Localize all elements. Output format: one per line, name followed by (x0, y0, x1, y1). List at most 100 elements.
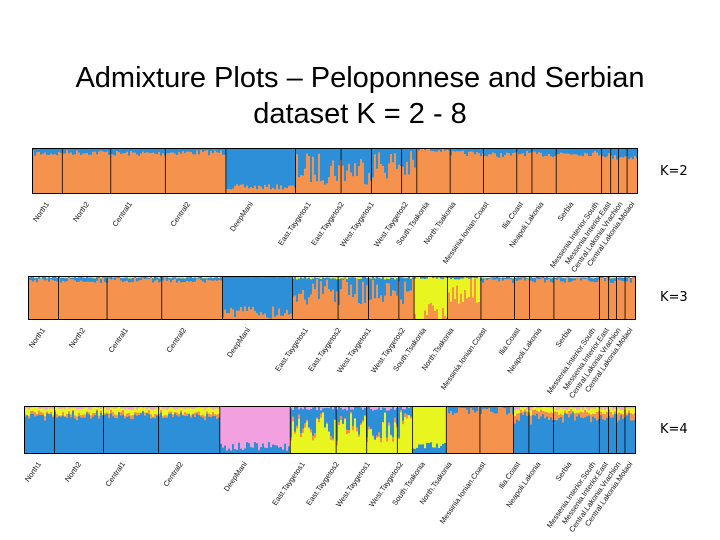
ancestry-bar-segment (258, 185, 261, 194)
ancestry-bar-segment (60, 278, 63, 283)
ancestry-bar-segment (336, 409, 339, 441)
ancestry-bar-segment (230, 148, 233, 190)
ancestry-bar-segment (410, 418, 413, 454)
ancestry-bar-segment (196, 150, 199, 194)
ancestry-bar-segment (332, 406, 335, 410)
ancestry-bar-segment (140, 407, 143, 413)
ancestry-bar-segment (202, 407, 205, 415)
ancestry-bar-segment (480, 156, 483, 194)
ancestry-bar-segment (80, 415, 83, 418)
ancestry-bar-segment (398, 164, 401, 194)
ancestry-bar-segment (76, 416, 79, 421)
ancestry-bar-segment (546, 277, 549, 280)
ancestry-bar-segment (286, 277, 289, 310)
ancestry-bar-segment (192, 406, 195, 410)
ancestry-bar-segment (608, 415, 611, 454)
ancestry-bar-segment (348, 430, 351, 434)
ancestry-bar-segment (252, 306, 255, 320)
ancestry-bar-segment (80, 148, 83, 155)
ancestry-bar-segment (68, 277, 71, 278)
ancestry-bar-segment (456, 285, 459, 320)
ancestry-bar-segment (508, 276, 511, 279)
ancestry-bar-segment (246, 442, 249, 454)
ancestry-bar-segment (320, 406, 323, 411)
ancestry-bar-segment (40, 412, 43, 415)
ancestry-bar-segment (338, 406, 341, 423)
ancestry-bar-segment (204, 278, 207, 283)
ancestry-bar-segment (570, 409, 573, 415)
ancestry-bar-segment (202, 278, 205, 282)
ancestry-bar-segment (230, 276, 233, 308)
ancestry-bar-segment (82, 277, 85, 282)
ancestry-bar-segment (546, 148, 549, 156)
ancestry-bar-segment (320, 279, 323, 282)
ancestry-bar-segment (570, 414, 573, 454)
ancestry-bar-segment (408, 291, 411, 320)
ancestry-bar-segment (568, 277, 571, 283)
ancestry-bar-segment (186, 277, 189, 281)
ancestry-bar-segment (160, 276, 163, 282)
ancestry-bar-segment (632, 148, 635, 160)
ancestry-bar-segment (334, 276, 337, 279)
ancestry-bar-segment (62, 415, 65, 454)
ancestry-bar-segment (558, 278, 561, 320)
ancestry-bar-segment (174, 278, 177, 320)
population-label: Serbia (555, 199, 576, 223)
ancestry-bar-segment (332, 278, 335, 290)
ancestry-bar-segment (176, 406, 179, 410)
ancestry-bar-segment (358, 436, 361, 454)
ancestry-bar-segment (328, 406, 331, 409)
ancestry-bar-segment (84, 153, 87, 194)
ancestry-bar-segment (144, 407, 147, 413)
ancestry-bar-segment (112, 148, 115, 155)
ancestry-bar-segment (376, 277, 379, 285)
ancestry-bar-segment (442, 406, 445, 444)
ancestry-bar-segment (400, 277, 403, 300)
ancestry-bar-segment (436, 148, 439, 152)
ancestry-bar-segment (152, 278, 155, 283)
ancestry-bar-segment (262, 277, 265, 315)
ancestry-bar-segment (252, 276, 255, 307)
ancestry-bar-segment (620, 415, 623, 454)
ancestry-bar-segment (50, 408, 53, 412)
ancestry-bar-segment (392, 290, 395, 320)
ancestry-bar-segment (452, 150, 455, 194)
ancestry-bar-segment (432, 447, 435, 454)
ancestry-bar-segment (450, 155, 453, 194)
ancestry-bar-segment (292, 296, 295, 320)
ancestry-bar-segment (116, 277, 119, 278)
ancestry-bar-segment (470, 276, 473, 279)
ancestry-bar-segment (468, 297, 471, 320)
ancestry-bar-segment (514, 152, 517, 194)
ancestry-bar-segment (584, 279, 587, 320)
ancestry-bar-segment (466, 148, 469, 156)
ancestry-bar-segment (600, 148, 603, 155)
ancestry-bar-segment (480, 414, 483, 454)
ancestry-bar-segment (444, 277, 447, 317)
ancestry-bar-segment (564, 408, 567, 411)
ancestry-bar-segment (90, 277, 93, 282)
ancestry-bar-segment (312, 148, 315, 157)
ancestry-bar-segment (502, 157, 505, 194)
ancestry-bar-segment (130, 418, 133, 454)
ancestry-bar-segment (196, 278, 199, 320)
population-label: DeepMani (224, 325, 252, 360)
ancestry-bar-segment (34, 416, 37, 454)
ancestry-bar-segment (196, 276, 199, 279)
ancestry-bar-segment (244, 406, 247, 449)
ancestry-bar-segment (100, 276, 103, 279)
ancestry-bar-segment (316, 278, 319, 280)
ancestry-bar-segment (568, 153, 571, 194)
ancestry-bar-segment (210, 406, 213, 409)
ancestry-bar-segment (126, 151, 129, 194)
ancestry-bar-segment (186, 151, 189, 194)
ancestry-bar-segment (396, 169, 399, 194)
ancestry-bar-segment (568, 410, 571, 418)
ancestry-bar-segment (530, 277, 533, 281)
ancestry-bar-segment (176, 409, 179, 413)
ancestry-bar-segment (500, 152, 503, 194)
ancestry-bar-segment (368, 148, 371, 173)
ancestry-bar-segment (372, 279, 375, 320)
ancestry-bar-segment (378, 277, 381, 299)
ancestry-bar-segment (486, 278, 489, 281)
